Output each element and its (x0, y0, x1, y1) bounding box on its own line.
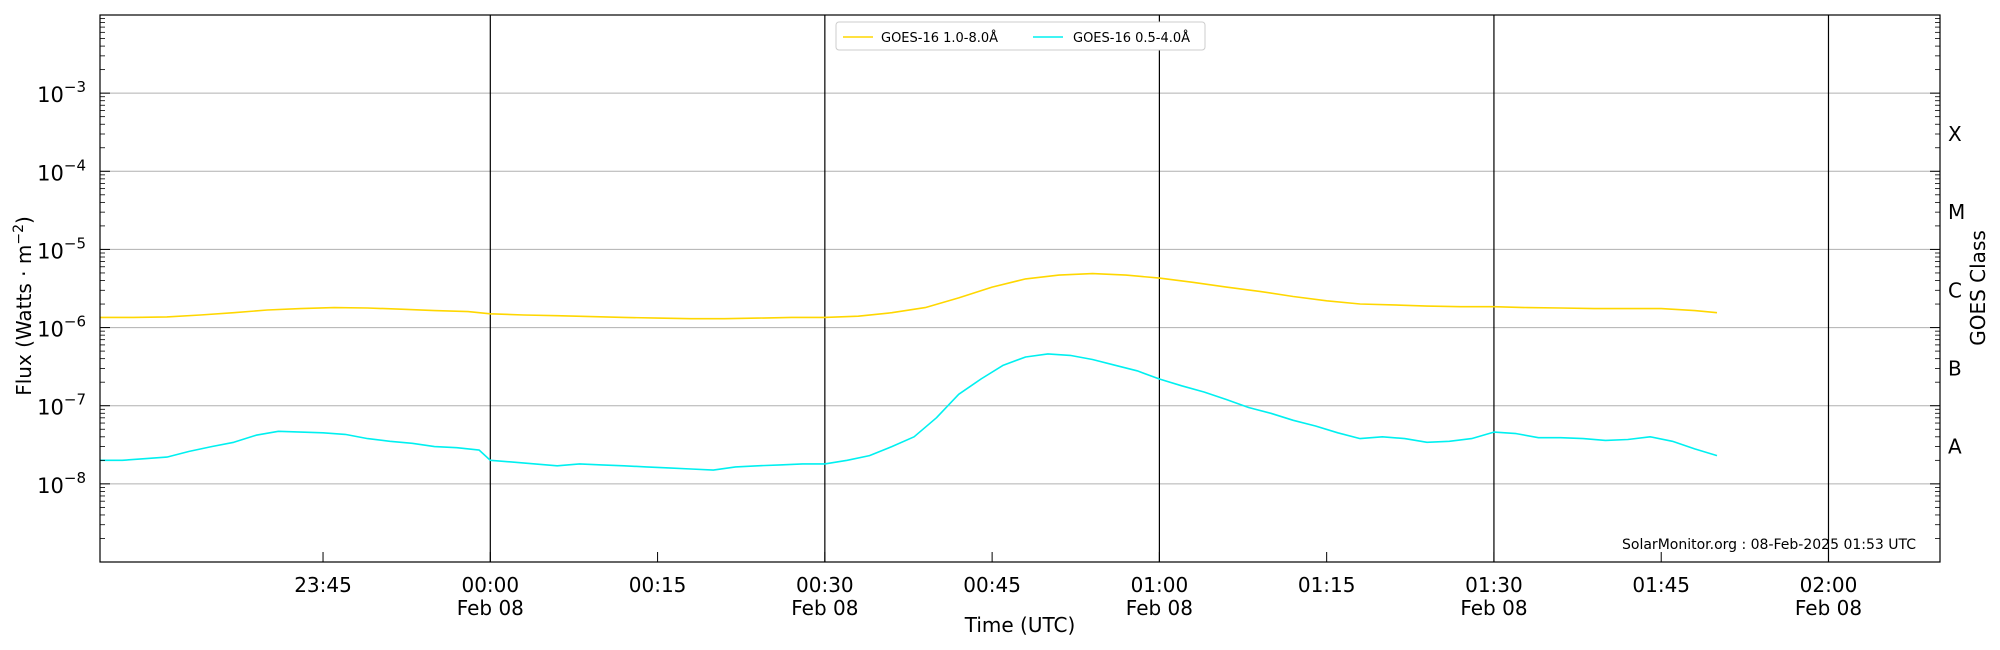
legend-box (835, 21, 1206, 51)
y-tick-base: 10 (37, 239, 64, 263)
x-tick-date-label: Feb 08 (1795, 596, 1862, 620)
y-tick-exponent: −8 (64, 469, 86, 487)
x-tick-date-label: Feb 08 (1126, 596, 1193, 620)
y-tick-base: 10 (37, 318, 64, 342)
y-tick-exponent: −3 (64, 78, 86, 96)
y-axis-label-exponent: −2 (11, 224, 27, 245)
y-tick-label: 10−3 (37, 78, 86, 107)
credit-text: SolarMonitor.org : 08-Feb-2025 01:53 UTC (1622, 537, 1916, 553)
y-tick-exponent: −6 (64, 313, 86, 331)
y-axis-label: Flux (Watts · m−2) (11, 216, 36, 396)
y-tick-labels: 10−810−710−610−510−410−3 (37, 78, 86, 498)
goes-class-m: M (1948, 200, 1965, 224)
y-tick-base: 10 (37, 161, 64, 185)
x-tick-date-label: Feb 08 (1460, 596, 1527, 620)
x-tick-label: 23:45 (294, 573, 352, 597)
y-tick-exponent: −7 (64, 391, 86, 409)
legend-label-goes16-long: GOES-16 1.0-8.0Å (881, 30, 998, 46)
y-tick-label: 10−5 (37, 234, 86, 263)
x-tick-label: 00:15 (629, 573, 687, 597)
x-tick-label: 01:45 (1632, 573, 1690, 597)
y-axis-label-end: ) (12, 216, 36, 224)
date-lines (489, 15, 1830, 562)
axis-ticks (100, 18, 1940, 562)
y-tick-label: 10−7 (37, 391, 86, 420)
y-tick-base: 10 (37, 396, 64, 420)
x-tick-date-label: Feb 08 (457, 596, 524, 620)
y-tick-base: 10 (37, 474, 64, 498)
x-tick-label: 00:45 (963, 573, 1021, 597)
y-tick-label: 10−4 (37, 156, 86, 185)
x-tick-label: 01:15 (1298, 573, 1356, 597)
legend-label-goes16-short: GOES-16 0.5-4.0Å (1073, 30, 1190, 46)
x-tick-label: 01:00 (1131, 573, 1189, 597)
y-tick-exponent: −4 (64, 156, 86, 174)
goes-class-b: B (1948, 356, 1962, 380)
x-tick-label: 00:00 (461, 573, 519, 597)
y-tick-base: 10 (37, 83, 64, 107)
x-tick-label: 00:30 (796, 573, 854, 597)
goes-class-x: X (1948, 122, 1962, 146)
x-axis-label: Time (UTC) (964, 613, 1076, 637)
y-tick-label: 10−6 (37, 313, 86, 342)
legend: GOES-16 1.0-8.0Å GOES-16 0.5-4.0Å (835, 21, 1206, 51)
goes-class-c: C (1948, 278, 1962, 302)
goes-class-labels: A B C M X (1948, 122, 1965, 459)
series-line-0 (100, 272, 1718, 320)
x-tick-label: 01:30 (1465, 573, 1523, 597)
y-axis-label-main: Flux (Watts · m (12, 245, 36, 396)
grid-lines (100, 92, 1940, 485)
series-layer (100, 272, 1718, 471)
plot-frame (99, 14, 1941, 563)
goes-class-axis-label: GOES Class (1966, 230, 1990, 346)
series-line-1 (100, 353, 1718, 471)
y-tick-exponent: −5 (64, 234, 86, 252)
y-tick-label: 10−8 (37, 469, 86, 498)
goes-class-a: A (1948, 435, 1962, 459)
x-tick-date-label: Feb 08 (791, 596, 858, 620)
x-tick-label: 02:00 (1800, 573, 1858, 597)
